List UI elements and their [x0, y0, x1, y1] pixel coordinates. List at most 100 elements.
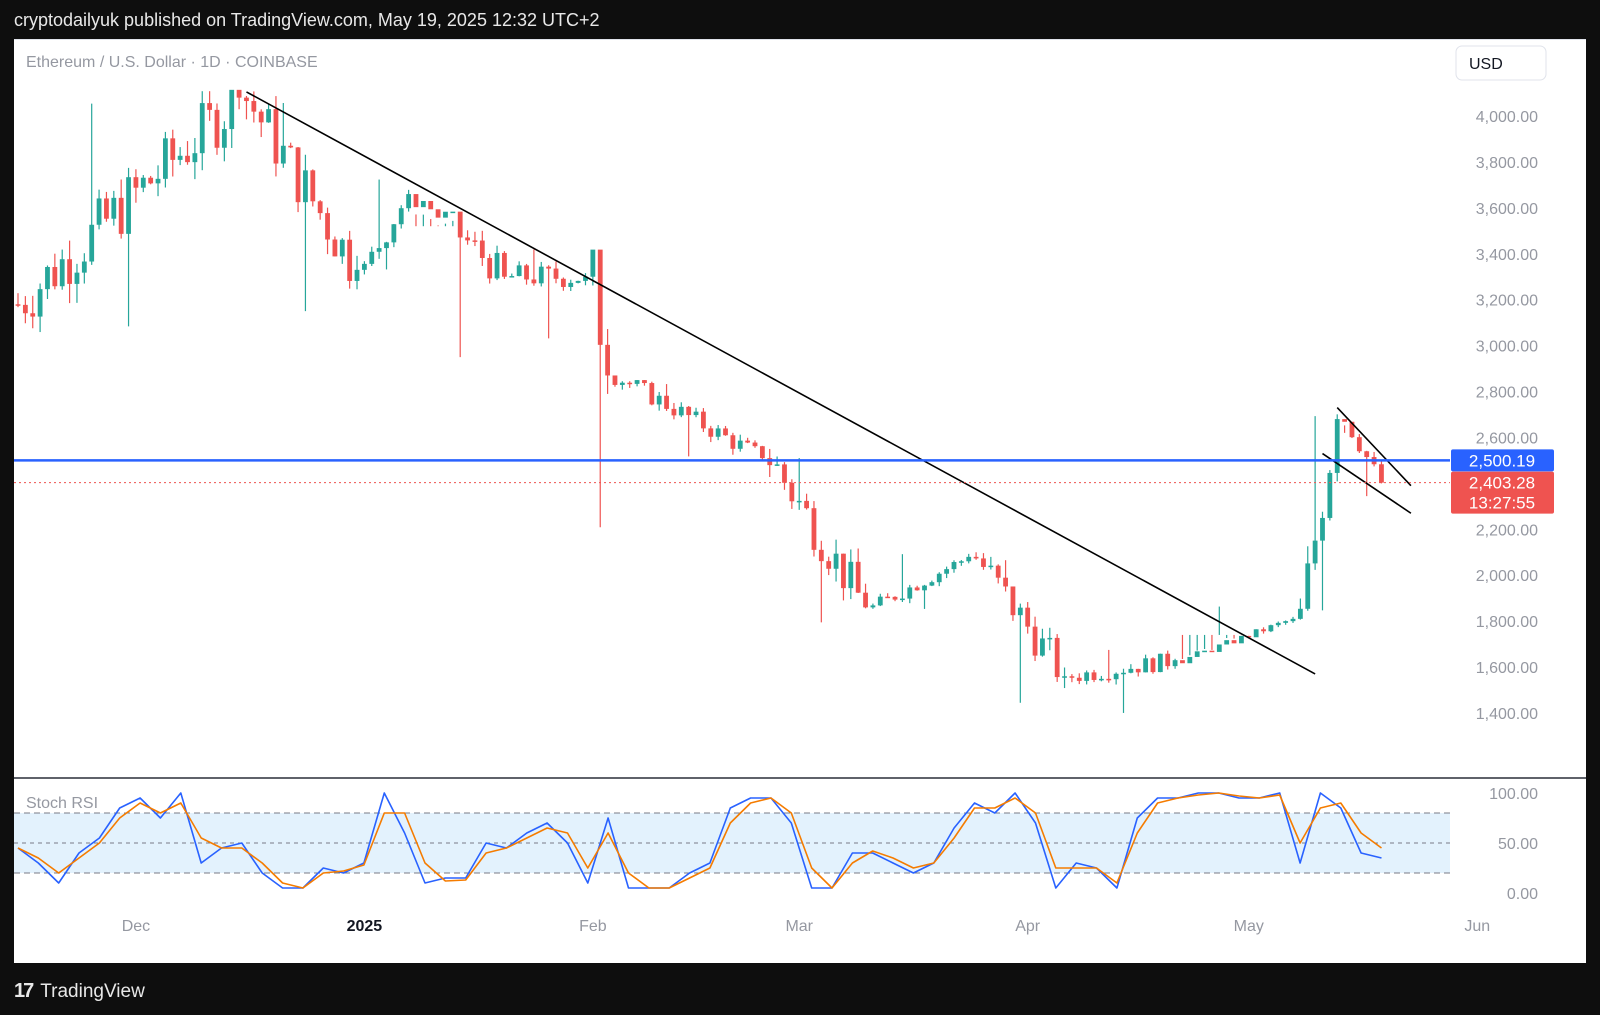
candle-body: [863, 592, 868, 608]
candle-body: [148, 177, 154, 184]
stoch-axis: 100.00 50.00 0.00: [1489, 786, 1538, 903]
candle-body: [37, 289, 43, 317]
candle-body: [1062, 676, 1067, 678]
candle-body: [96, 198, 102, 225]
candle-body: [885, 596, 891, 599]
candle-body: [966, 556, 972, 562]
candle-body: [1356, 437, 1362, 452]
stoch-line-d: [17, 792, 1382, 889]
candle-body: [1091, 672, 1097, 680]
candle-body: [310, 170, 316, 202]
time-axis[interactable]: Dec 2025 Feb Mar Apr May Jun: [122, 918, 1490, 935]
candle-body: [1165, 653, 1171, 667]
candle-body: [553, 268, 559, 279]
time-tick-label: 2025: [347, 918, 383, 935]
candle-body: [1342, 419, 1347, 422]
candle-body: [1054, 637, 1060, 678]
candle-body: [1032, 626, 1038, 656]
candle-body: [118, 197, 124, 234]
footer-brand[interactable]: 17 TradingView: [14, 980, 145, 1003]
candle-body: [59, 259, 65, 287]
candle-body: [1239, 635, 1244, 644]
trendline-major-downtrend[interactable]: [246, 91, 1316, 675]
candle-body: [612, 375, 618, 385]
candle-body: [384, 242, 389, 249]
price-tick-label: 3,200.00: [1476, 293, 1538, 310]
price-tick-label: 1,600.00: [1476, 660, 1538, 677]
price-tick-label: 2,600.00: [1476, 430, 1538, 447]
candle-body: [192, 153, 198, 163]
candle-body: [74, 272, 80, 284]
candle-body: [1216, 644, 1222, 652]
candle-body: [494, 252, 500, 279]
stoch-band-fill: [14, 813, 1450, 873]
candle-body: [1231, 640, 1237, 644]
candle-body: [1010, 586, 1016, 616]
trendline-flag-lower[interactable]: [1322, 452, 1412, 514]
candle-body: [1327, 472, 1333, 518]
candle-body: [479, 240, 485, 258]
candle-body: [634, 380, 640, 384]
candle-body: [914, 587, 920, 591]
stoch-title: Stoch RSI: [26, 795, 98, 812]
candles-layer: [15, 89, 1384, 713]
price-axis[interactable]: 4,000.00 3,800.00 3,600.00 3,400.00 3,200.00…: [1476, 109, 1538, 723]
candle-body: [546, 266, 552, 269]
candle-body: [140, 177, 146, 188]
candle-body: [236, 89, 242, 98]
candle-body: [391, 224, 397, 243]
footer-brand-label: TradingView: [40, 980, 145, 1002]
stoch-rsi-lines: [17, 792, 1382, 889]
candle-body: [1180, 660, 1185, 664]
candle-body: [678, 406, 684, 416]
candle-body: [325, 213, 330, 240]
candle-body: [170, 138, 176, 160]
candle-body: [936, 573, 942, 583]
candle-body: [870, 605, 876, 608]
candle-body: [1150, 658, 1156, 673]
candle-body: [133, 177, 139, 188]
candle-body: [664, 395, 669, 409]
candle-body: [1224, 640, 1230, 645]
candle-body: [855, 561, 861, 593]
candle-body: [782, 464, 787, 483]
candle-body: [922, 585, 927, 591]
candle-body: [958, 561, 964, 563]
chart-panel: 4,000.00 3,800.00 3,600.00 3,400.00 3,200.00…: [14, 39, 1586, 963]
candle-body: [45, 266, 50, 290]
chart-canvas[interactable]: 4,000.00 3,800.00 3,600.00 3,400.00 3,200.00…: [14, 39, 1586, 963]
candle-body: [288, 145, 294, 148]
candle-body: [450, 211, 456, 214]
candle-body: [1113, 673, 1119, 680]
currency-button[interactable]: USD: [1455, 45, 1547, 81]
trendline-flag-upper[interactable]: [1336, 407, 1412, 487]
candle-body: [686, 406, 692, 416]
candle-body: [804, 500, 809, 509]
last-price-label: 2,403.28 13:27:55: [1451, 471, 1554, 514]
candle-body: [575, 280, 581, 283]
candle-body: [1069, 676, 1075, 678]
candle-body: [487, 257, 493, 279]
candle-body: [398, 208, 404, 225]
candle-body: [1187, 656, 1193, 664]
candle-body: [737, 440, 743, 449]
candle-body: [126, 177, 131, 234]
candle-body: [649, 383, 655, 405]
candle-body: [185, 155, 190, 163]
candle-body: [1128, 668, 1134, 673]
stoch-tick-label: 100.00: [1489, 786, 1538, 803]
candle-body: [509, 276, 515, 278]
candle-body: [1003, 577, 1008, 587]
candle-body: [1283, 621, 1289, 623]
candle-body: [1157, 653, 1163, 673]
candle-body: [435, 209, 441, 218]
candle-body: [163, 138, 168, 179]
candle-body: [1305, 563, 1311, 609]
time-tick-label: Feb: [579, 918, 607, 935]
candle-body: [892, 596, 898, 600]
candle-body: [1194, 651, 1200, 657]
candle-body: [590, 249, 596, 277]
time-tick-label: Jun: [1464, 918, 1490, 935]
price-tick-label: 2,200.00: [1476, 522, 1538, 539]
candle-body: [30, 313, 36, 317]
